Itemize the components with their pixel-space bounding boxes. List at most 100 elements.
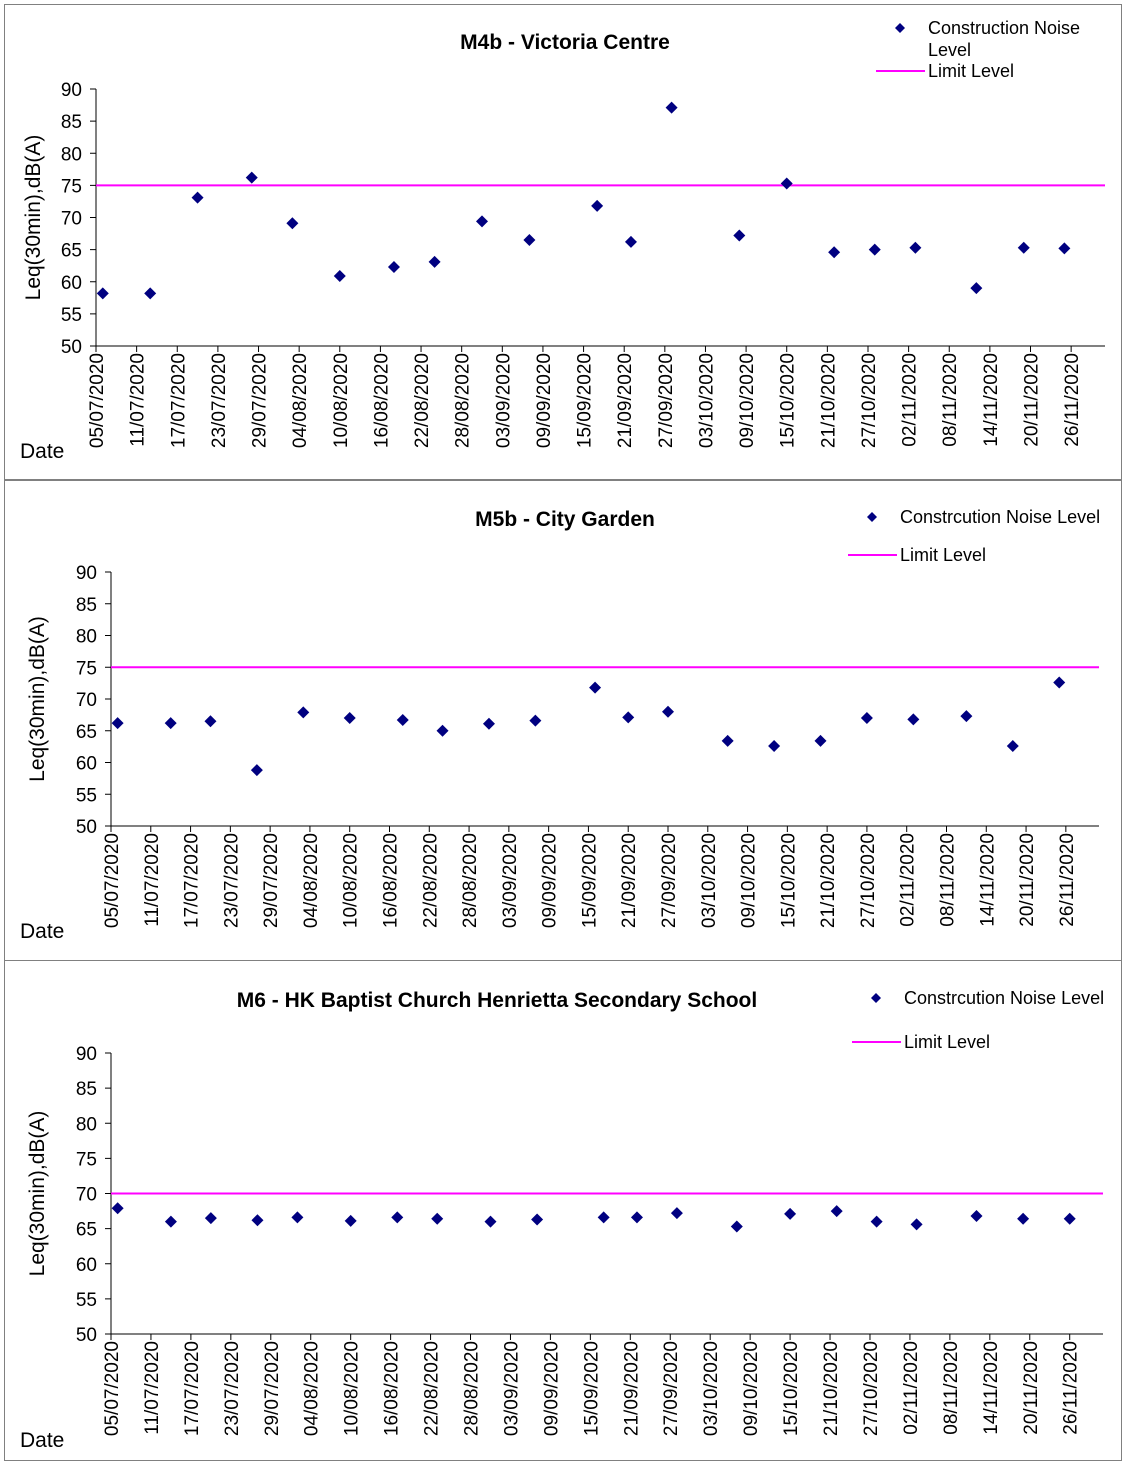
x-tick-label: 22/08/2020 [412,353,433,448]
x-tick-label: 26/11/2020 [1062,353,1083,447]
data-point [870,1215,883,1228]
chart-title: M6 - HK Baptist Church Henrietta Seconda… [237,989,757,1012]
x-tick-label: 29/07/2020 [261,833,282,928]
x-tick-label: 11/07/2020 [128,353,149,447]
x-tick-label: 03/09/2020 [493,353,514,448]
y-tick-label: 55 [61,305,82,326]
x-tick-label: 21/09/2020 [619,833,640,928]
data-point [343,712,356,725]
data-point [396,713,409,726]
data-point [333,269,346,282]
data-point [523,233,536,246]
data-point [297,706,310,719]
legend-label-limit: Limit Level [900,545,986,565]
legend-marker-noise [871,993,881,1003]
y-tick-label: 85 [61,112,82,133]
data-point [250,764,263,777]
x-tick-label: 04/08/2020 [290,353,311,448]
x-tick-label: 20/11/2020 [1021,1341,1042,1435]
data-point [1053,676,1066,689]
y-tick-label: 60 [76,1255,97,1276]
data-point [111,717,124,730]
data-point [391,1211,404,1224]
y-tick-label: 85 [76,1079,97,1100]
chart-svg-m5b: M5b - City Garden 50 55 60 65 70 75 80 85 90 Leq(3… [4,480,1122,961]
x-tick-label: 16/08/2020 [382,1341,403,1436]
data-point [630,1211,643,1224]
y-tick-label: 70 [61,209,82,230]
x-tick-label: 03/10/2020 [696,353,717,448]
data-point [431,1212,444,1225]
data-point [245,171,258,184]
x-tick-label: 09/10/2020 [737,353,758,448]
data-point [204,715,217,728]
data-point [191,191,204,204]
x-tick-label: 27/09/2020 [661,1341,682,1436]
x-tick-label: 11/07/2020 [142,833,163,927]
y-tick-label: 70 [76,690,97,711]
legend-label-limit: Limit Level [928,61,1014,81]
data-point [597,1211,610,1224]
x-tick-label: 23/07/2020 [221,833,242,928]
y-tick-label: 55 [76,1290,97,1311]
data-point [164,1215,177,1228]
x-tick-label: 02/11/2020 [900,353,921,447]
legend-label-noise: Constrcution Noise Level [904,988,1104,1008]
x-tick-label: 05/07/2020 [87,353,108,448]
legend-label-noise: Level [928,40,971,60]
y-tick-label: 90 [76,1044,97,1065]
data-point [909,241,922,254]
legend-label-noise: Constrcution Noise Level [900,507,1100,527]
chart-frame [4,4,1122,480]
data-point [1006,739,1019,752]
chart-title: M4b - Victoria Centre [460,31,670,54]
x-tick-label: 21/10/2020 [818,353,839,448]
y-tick-label: 65 [76,722,97,743]
data-point [622,711,635,724]
y-tick-label: 80 [76,1114,97,1135]
x-tick-label: 02/11/2020 [901,1341,922,1435]
data-point [484,1215,497,1228]
x-tick-label: 21/10/2020 [818,833,839,928]
x-tick-label: 17/07/2020 [182,833,203,928]
y-tick-label: 65 [76,1220,97,1241]
legend-label-limit: Limit Level [904,1032,990,1052]
data-point [661,705,674,718]
y-tick-label: 80 [61,144,82,165]
data-point [204,1212,217,1225]
data-point [814,734,827,747]
data-point [144,287,157,300]
data-point [907,713,920,726]
x-tick-label: 03/10/2020 [699,833,720,928]
x-axis-label: Date [20,1429,64,1452]
x-tick-label: 21/09/2020 [615,353,636,448]
x-tick-label: 16/08/2020 [371,353,392,448]
y-tick-label: 90 [76,563,97,584]
data-point [830,1205,843,1218]
data-point [164,717,177,730]
x-tick-label: 28/08/2020 [453,353,474,448]
y-tick-label: 75 [76,1149,97,1170]
data-point [436,724,449,737]
chart-svg-m4b: M4b - Victoria Centre 50 55 60 65 70 75 80 85 90 L… [4,4,1122,480]
y-tick-label: 65 [61,241,82,262]
data-point [111,1202,124,1215]
data-point [1017,1212,1030,1225]
x-tick-label: 14/11/2020 [981,1341,1002,1435]
x-tick-label: 03/09/2020 [500,833,521,928]
data-point [860,712,873,725]
chart-panel-m5b: M5b - City Garden 50 55 60 65 70 75 80 85 90 Leq(3… [0,480,1126,961]
data-point [733,229,746,242]
x-tick-label: 27/09/2020 [656,353,677,448]
chart-title: M5b - City Garden [475,508,655,531]
x-tick-label: 28/08/2020 [460,833,481,928]
y-axis-label: Leq(30min),dB(A) [26,616,49,782]
data-point [721,734,734,747]
y-tick-label: 75 [61,176,82,197]
y-tick-label: 50 [76,1325,97,1346]
y-tick-label: 70 [76,1185,97,1206]
y-tick-label: 55 [76,785,97,806]
x-tick-label: 04/08/2020 [302,1341,323,1436]
x-tick-label: 27/10/2020 [859,353,880,448]
